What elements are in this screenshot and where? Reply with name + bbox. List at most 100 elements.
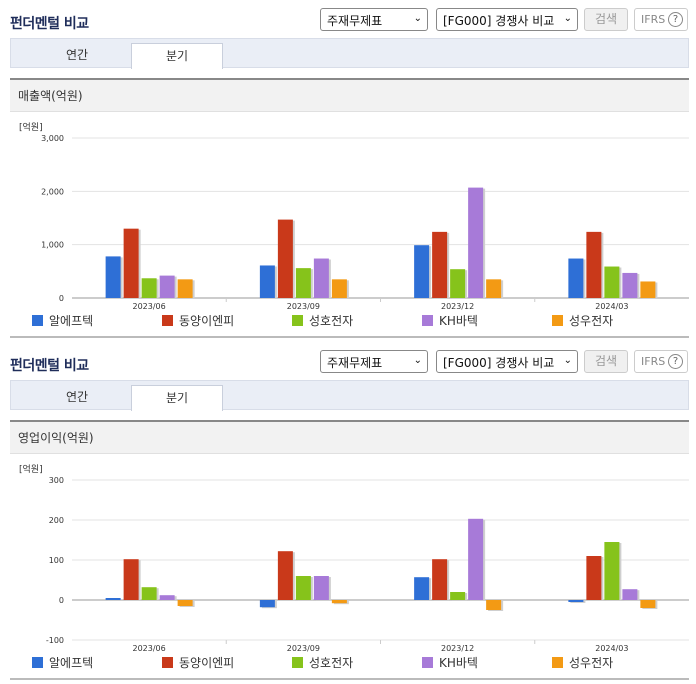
legend-label: KH바텍 [439,656,478,670]
legend-item[interactable]: 성호전자 [292,312,353,329]
x-tick-label: 2023/09 [287,302,320,310]
y-tick-label: 300 [49,476,64,485]
chevron-down-icon: ⌄ [413,355,422,366]
legend-item[interactable]: KH바텍 [422,312,478,329]
tab-annual[interactable]: 연간 [65,48,89,62]
section-title: 펀더멘털 비교 [10,358,89,374]
bar [105,598,121,600]
chevron-down-icon: ⌄ [413,13,422,24]
statement-select[interactable]: 주재무제표 ⌄ [320,350,428,373]
bar [468,518,484,600]
legend-label: 성우전자 [569,656,614,670]
bar [259,265,275,298]
section-title: 펀더멘털 비교 [10,16,89,32]
section-header: 펀더멘털 비교 주재무제표 ⌄ [FG000] 경쟁사 비교 ⌄ 검색 IFRS… [0,342,696,380]
bar [414,577,430,600]
legend-label: 동양이엔피 [179,314,235,328]
ifrs-label: IFRS [641,355,666,368]
bar [295,576,311,600]
legend-swatch [552,315,563,326]
bar [622,272,638,298]
legend-label: 알에프텍 [49,656,94,670]
search-button[interactable]: 검색 [584,350,628,373]
legend-item[interactable]: 동양이엔피 [162,654,234,671]
legend-label: KH바텍 [439,314,478,328]
search-button[interactable]: 검색 [584,8,628,31]
legend-swatch [552,657,563,668]
fundamental-section-revenue: 펀더멘털 비교 주재무제표 ⌄ [FG000] 경쟁사 비교 ⌄ 검색 IFRS… [0,0,696,338]
chart-panel-title: 영업이익(억원) [10,422,689,454]
chevron-down-icon: ⌄ [563,355,572,366]
help-icon[interactable]: ? [668,354,683,369]
tab-quarterly[interactable]: 분기 [131,43,223,69]
chart-unit-label: [억원] [19,123,43,133]
bar [450,592,466,600]
chart-legend: 알에프텍 동양이엔피 성호전자 KH바텍 성우전자 [10,312,689,332]
ifrs-button[interactable]: IFRS ? [634,8,688,31]
tab-annual[interactable]: 연간 [65,390,89,404]
legend-swatch [422,657,433,668]
x-tick-label: 2023/06 [133,644,166,652]
y-tick-label: 1,000 [41,241,64,250]
bar [640,600,656,608]
x-tick-label: 2024/03 [595,302,628,310]
bar [450,269,466,298]
legend-swatch [162,657,173,668]
legend-label: 동양이엔피 [179,656,235,670]
legend-item[interactable]: KH바텍 [422,654,478,671]
bar [331,279,347,298]
y-tick-label: 200 [49,516,64,525]
legend-item[interactable]: 성호전자 [292,654,353,671]
bar [313,576,329,600]
y-tick-label: 2,000 [41,187,64,196]
legend-item[interactable]: 동양이엔피 [162,312,234,329]
legend-swatch [32,315,43,326]
bar [586,556,602,600]
help-icon[interactable]: ? [668,12,683,27]
chart-legend: 알에프텍 동양이엔피 성호전자 KH바텍 성우전자 [10,654,689,674]
chart-panel: 영업이익(억원) [억원] -100 0 100 200 300 2023/06 2023/… [10,420,689,680]
legend-swatch [32,657,43,668]
bar [568,258,584,298]
tab-quarterly[interactable]: 분기 [131,385,223,411]
bar [177,279,193,298]
revenue-bar-chart: 0 1,000 2,000 3,000 2023/06 2023/09 2023/12 202… [41,134,689,310]
legend-label: 성호전자 [309,656,354,670]
compare-select[interactable]: [FG000] 경쟁사 비교 ⌄ [436,350,578,373]
legend-item[interactable]: 알에프텍 [32,312,93,329]
bar [414,245,430,298]
chevron-down-icon: ⌄ [563,13,572,24]
y-tick-label: 100 [49,556,64,565]
legend-label: 성호전자 [309,314,354,328]
legend-item[interactable]: 성우전자 [552,312,613,329]
x-tick-label: 2023/12 [441,644,474,652]
bar [141,278,157,298]
period-tabs: 연간 분기 [10,38,689,69]
bar [177,600,193,606]
bar [295,268,311,298]
legend-item[interactable]: 성우전자 [552,654,613,671]
legend-swatch [422,315,433,326]
x-tick-label: 2024/03 [595,644,628,652]
bar [123,559,139,600]
period-tabs: 연간 분기 [10,380,689,411]
section-header: 펀더멘털 비교 주재무제표 ⌄ [FG000] 경쟁사 비교 ⌄ 검색 IFRS… [0,0,696,38]
bar [159,595,175,600]
legend-swatch [292,657,303,668]
bar [277,551,293,600]
y-tick-label: -100 [46,636,64,645]
bar [640,281,656,298]
x-tick-label: 2023/09 [287,644,320,652]
compare-select[interactable]: [FG000] 경쟁사 비교 ⌄ [436,8,578,31]
legend-swatch [162,315,173,326]
bar [622,589,638,600]
ifrs-button[interactable]: IFRS ? [634,350,688,373]
y-tick-label: 3,000 [41,134,64,143]
legend-item[interactable]: 알에프텍 [32,654,93,671]
legend-swatch [292,315,303,326]
chart-panel: 매출액(억원) [억원] 0 1,000 2,000 3,000 2023/06 2023… [10,78,689,338]
bar [259,600,275,608]
chart-panel-title: 매출액(억원) [10,80,689,112]
ifrs-label: IFRS [641,13,666,26]
statement-select[interactable]: 주재무제표 ⌄ [320,8,428,31]
